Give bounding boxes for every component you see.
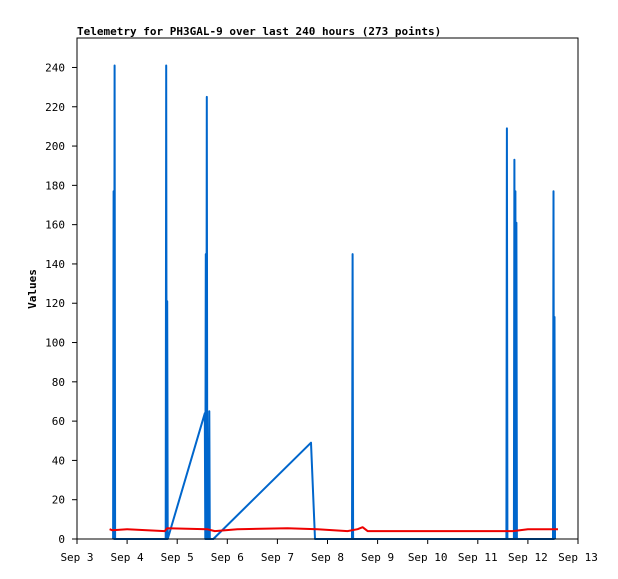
x-tick-label: Sep 9 (361, 551, 394, 564)
x-tick-label: Sep 8 (311, 551, 344, 564)
series-line-1 (112, 64, 556, 540)
y-tick-label: 100 (45, 337, 65, 350)
y-tick-label: 0 (58, 533, 65, 546)
plot-frame (76, 37, 579, 540)
x-tick-label: Sep 4 (111, 551, 144, 564)
y-tick-label: 20 (52, 494, 65, 507)
series-layer (109, 64, 558, 540)
x-tick-label: Sep 13 (558, 551, 598, 564)
x-tick-label: Sep 3 (60, 551, 93, 564)
y-axis-label: Values (26, 269, 39, 309)
x-tick-label: Sep 12 (508, 551, 548, 564)
y-tick-label: 200 (45, 140, 65, 153)
y-tick-label: 80 (52, 376, 65, 389)
axes: 0 20 40 60 80 100 120 140 160 180 200 220 240 Sep 3 Se… (45, 61, 598, 564)
y-tick-label: 220 (45, 101, 65, 114)
x-tick-label: Sep 7 (261, 551, 294, 564)
series-line-2 (109, 526, 558, 533)
y-tick-label: 160 (45, 219, 65, 232)
x-tick-label: Sep 10 (408, 551, 448, 564)
x-tick-label: Sep 5 (161, 551, 194, 564)
y-tick-label: 140 (45, 258, 65, 271)
y-tick-label: 40 (52, 454, 65, 467)
y-tick-label: 240 (45, 61, 65, 74)
y-tick-label: 180 (45, 179, 65, 192)
x-tick-label: Sep 11 (458, 551, 498, 564)
chart-title: Telemetry for PH3GAL-9 over last 240 hou… (77, 25, 441, 38)
y-tick-label: 60 (52, 415, 65, 428)
y-tick-label: 120 (45, 297, 65, 310)
x-tick-label: Sep 6 (211, 551, 244, 564)
